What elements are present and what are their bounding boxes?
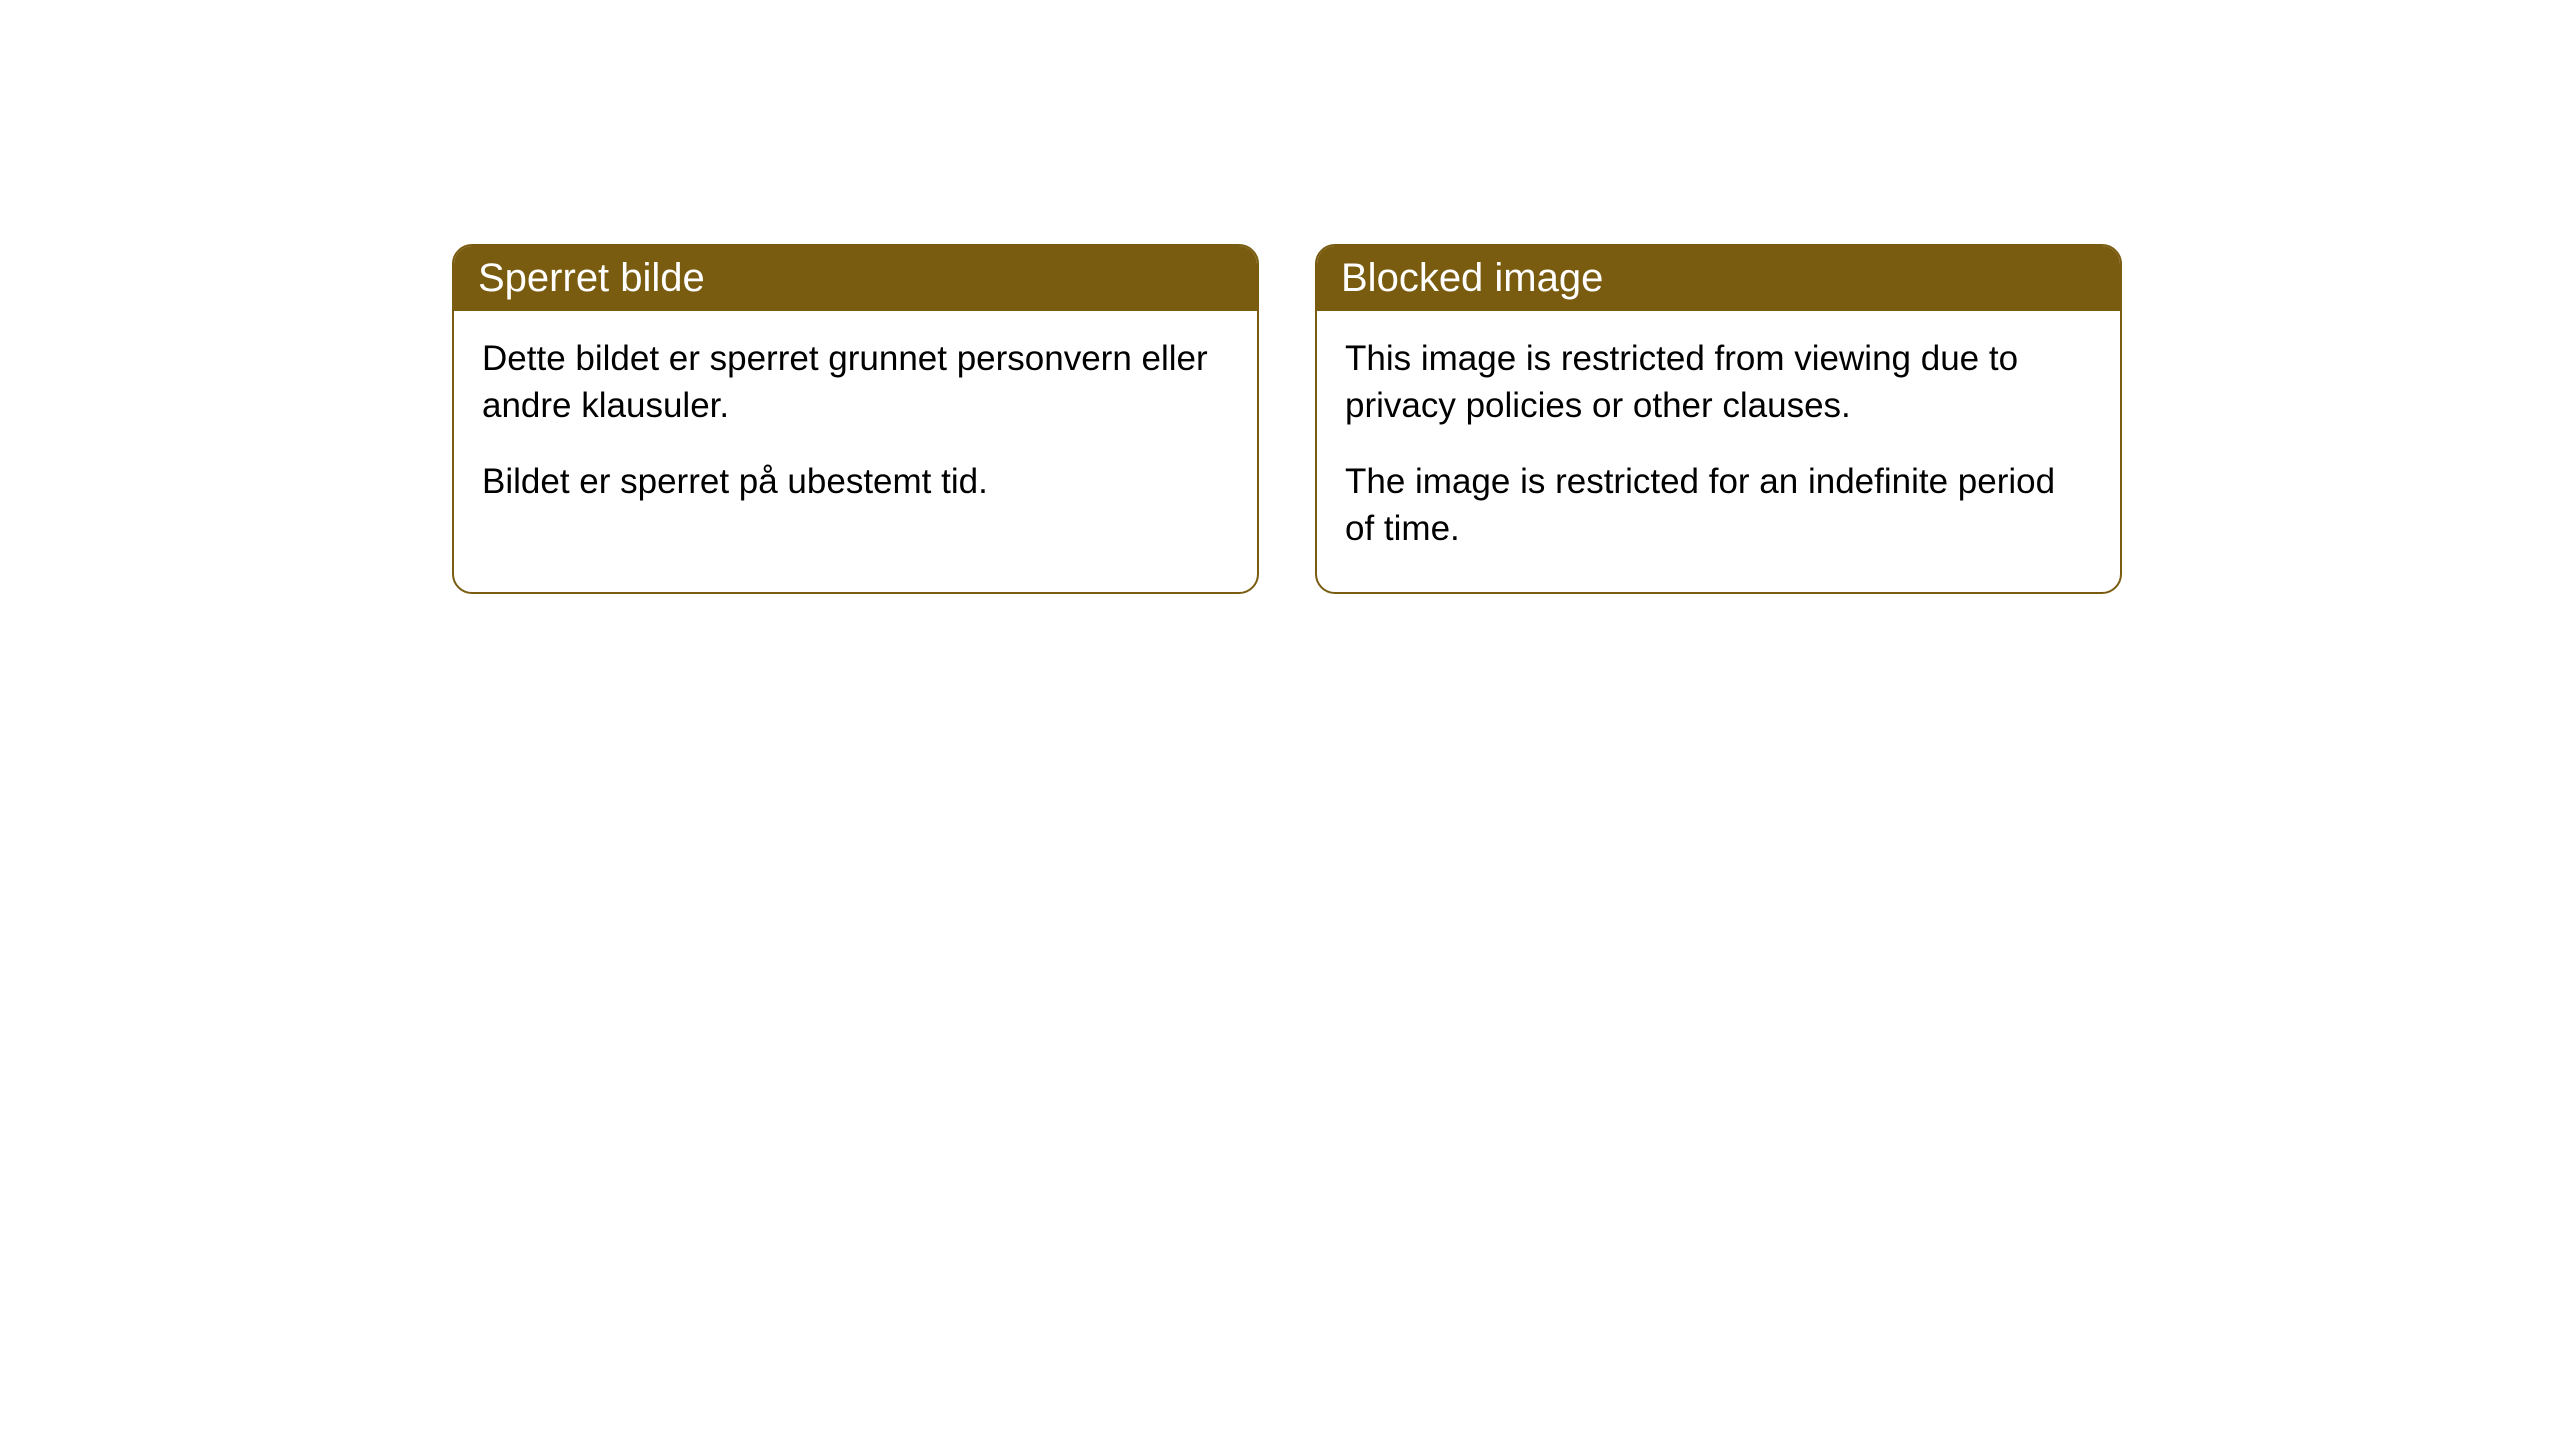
card-text-english-2: The image is restricted for an indefinit… — [1345, 458, 2092, 553]
card-title-english: Blocked image — [1341, 256, 1603, 300]
card-blocked-english: Blocked image This image is restricted f… — [1315, 244, 2122, 594]
card-blocked-norwegian: Sperret bilde Dette bildet er sperret gr… — [452, 244, 1259, 594]
card-header-english: Blocked image — [1317, 246, 2120, 311]
card-body-norwegian: Dette bildet er sperret grunnet personve… — [454, 311, 1257, 545]
cards-container: Sperret bilde Dette bildet er sperret gr… — [0, 0, 2560, 594]
card-text-english-1: This image is restricted from viewing du… — [1345, 335, 2092, 430]
card-text-norwegian-1: Dette bildet er sperret grunnet personve… — [482, 335, 1229, 430]
card-header-norwegian: Sperret bilde — [454, 246, 1257, 311]
card-text-norwegian-2: Bildet er sperret på ubestemt tid. — [482, 458, 1229, 505]
card-body-english: This image is restricted from viewing du… — [1317, 311, 2120, 592]
card-title-norwegian: Sperret bilde — [478, 256, 705, 300]
